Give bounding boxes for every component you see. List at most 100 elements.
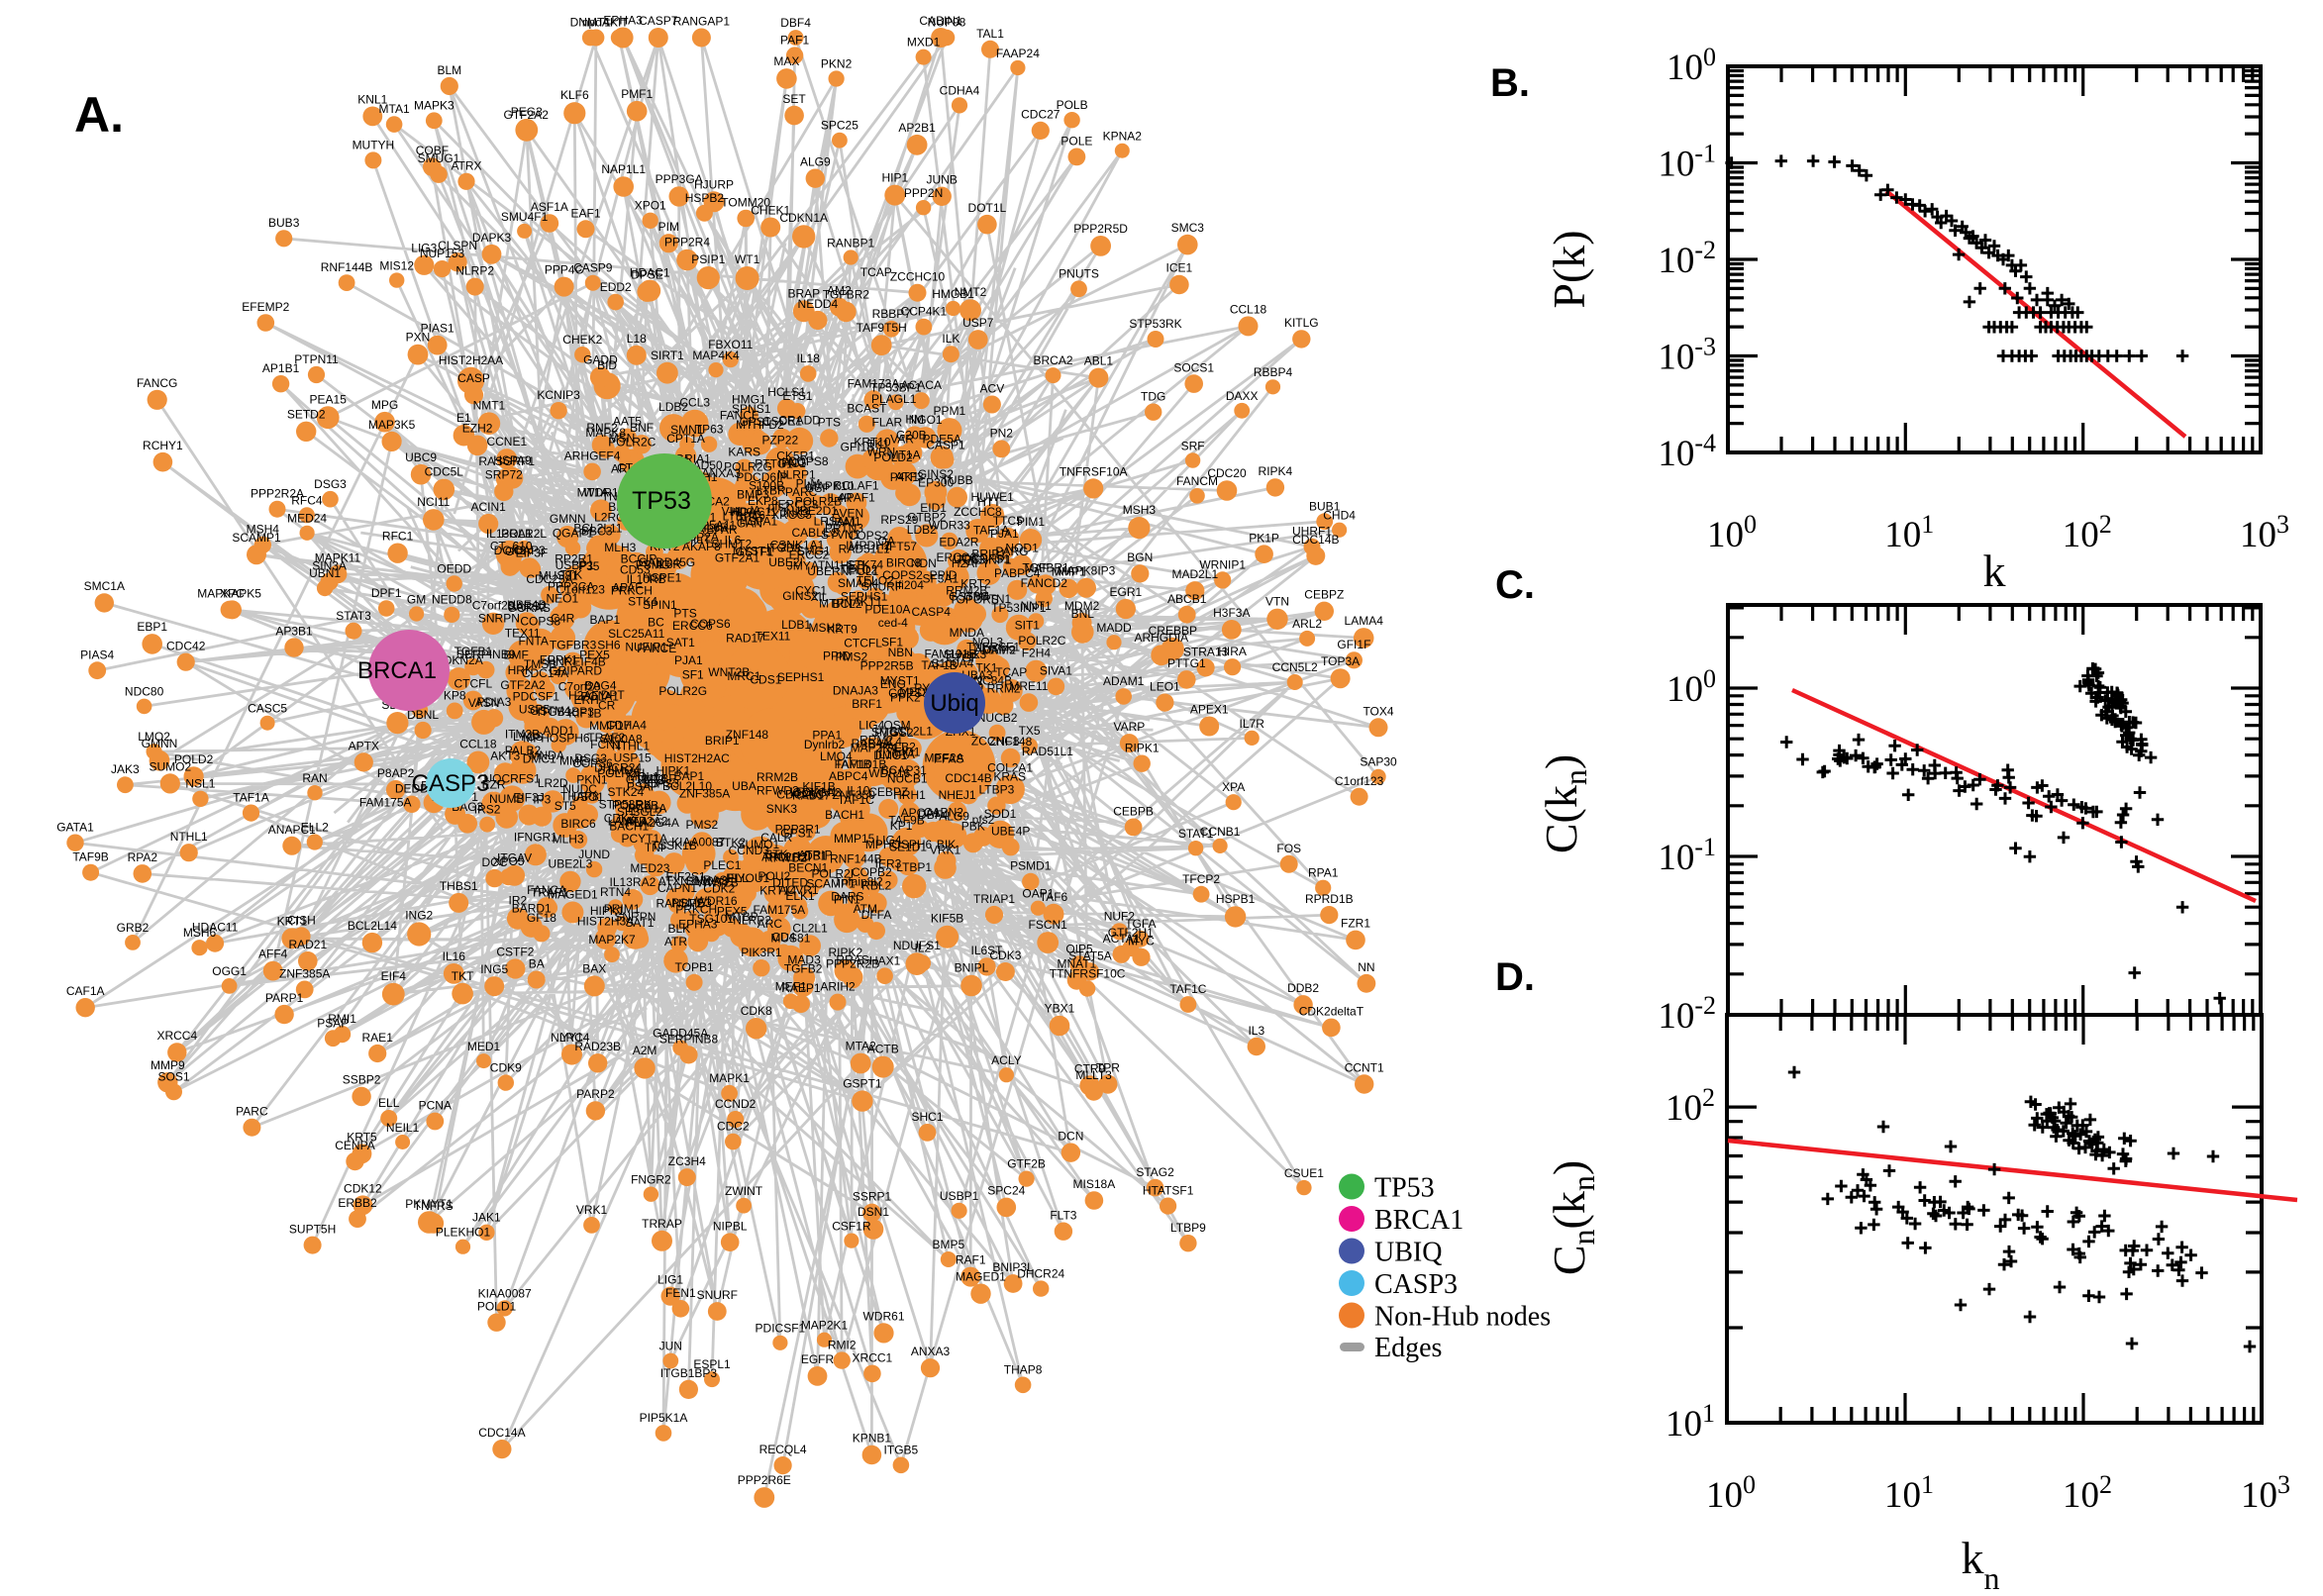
svg-text:TELO2: TELO2: [840, 563, 877, 577]
svg-text:GOLGA3: GOLGA3: [792, 785, 842, 799]
svg-text:ZCCHC8: ZCCHC8: [954, 505, 1002, 519]
svg-text:DSN1: DSN1: [858, 1205, 889, 1219]
svg-text:S100A4: S100A4: [931, 656, 973, 670]
svg-text:UQCRFS1: UQCRFS1: [484, 771, 542, 785]
svg-text:ARHGEF4: ARHGEF4: [564, 449, 621, 463]
svg-text:NN: NN: [1358, 960, 1374, 974]
svg-text:KIAA0087: KIAA0087: [478, 1286, 532, 1300]
svg-text:UQCRFS1: UQCRFS1: [954, 552, 1011, 566]
svg-text:GMNN: GMNN: [142, 737, 178, 750]
svg-text:NTHL1: NTHL1: [170, 830, 208, 844]
svg-text:GB6: GB6: [963, 590, 987, 604]
svg-text:HIST2H3A: HIST2H3A: [577, 914, 634, 928]
svg-text:SPNS1: SPNS1: [732, 402, 771, 416]
svg-text:KIT: KIT: [610, 16, 629, 30]
svg-text:ACTA1: ACTA1: [1103, 932, 1141, 946]
svg-text:NOD1: NOD1: [1005, 541, 1039, 554]
svg-text:KITLG: KITLG: [1284, 316, 1319, 330]
svg-text:PJA1: PJA1: [674, 653, 703, 667]
svg-text:STP53RK: STP53RK: [1129, 317, 1181, 331]
svg-text:SIRT1: SIRT1: [651, 349, 684, 362]
svg-text:RBBP7: RBBP7: [872, 307, 912, 321]
svg-text:MMP1: MMP1: [1052, 565, 1086, 579]
svg-text:ADD1: ADD1: [543, 724, 574, 738]
svg-text:CCL18: CCL18: [1230, 302, 1267, 316]
svg-text:IFT57: IFT57: [886, 540, 918, 553]
svg-text:CCNT1: CCNT1: [1345, 1060, 1384, 1074]
svg-text:D.: D.: [1495, 955, 1535, 999]
svg-text:BRCA2: BRCA2: [1033, 353, 1072, 367]
svg-text:BAX: BAX: [582, 961, 606, 975]
svg-text:PSMC: PSMC: [636, 557, 670, 571]
svg-text:C7orf20: C7orf20: [558, 679, 601, 693]
svg-text:EFEMP2: EFEMP2: [242, 300, 289, 314]
svg-text:PTS: PTS: [818, 415, 841, 429]
svg-text:CALR: CALR: [760, 831, 792, 845]
svg-text:PPP3GA: PPP3GA: [656, 172, 703, 186]
svg-text:COPS2: COPS2: [849, 529, 889, 543]
svg-text:TAF1A: TAF1A: [973, 524, 1009, 538]
svg-text:ACVR1: ACVR1: [779, 883, 819, 897]
svg-text:TMSB: TMSB: [524, 657, 556, 671]
svg-text:ILK: ILK: [942, 332, 960, 346]
svg-text:MPHOSPH6: MPHOSPH6: [865, 838, 933, 851]
svg-text:NLRP1: NLRP1: [777, 468, 816, 482]
svg-text:APAF1: APAF1: [839, 490, 875, 504]
svg-text:JMY: JMY: [787, 559, 811, 573]
svg-text:SHMT2: SHMT2: [711, 538, 752, 551]
svg-text:SARS2: SARS2: [508, 600, 548, 614]
svg-text:JAK3: JAK3: [111, 762, 140, 776]
svg-text:TOMM20: TOMM20: [721, 196, 770, 210]
svg-text:TAF1C: TAF1C: [1169, 982, 1206, 996]
svg-text:GTF2A2: GTF2A2: [504, 108, 550, 122]
svg-text:PPP2R2A: PPP2R2A: [251, 487, 304, 501]
svg-text:IL10RB: IL10RB: [627, 572, 666, 586]
svg-text:BNIPL: BNIPL: [955, 961, 989, 975]
svg-text:TAF9B: TAF9B: [72, 850, 108, 864]
svg-text:IL2: IL2: [914, 942, 931, 955]
svg-text:RAD51L1: RAD51L1: [1022, 745, 1073, 758]
svg-text:MMP15: MMP15: [834, 832, 875, 846]
svg-text:ACV: ACV: [980, 382, 1005, 396]
svg-text:GAN: GAN: [737, 516, 762, 530]
svg-text:XRCC1: XRCC1: [853, 1351, 893, 1365]
svg-text:BCL2L14: BCL2L14: [348, 919, 397, 933]
svg-text:CTCFL: CTCFL: [844, 637, 882, 650]
svg-text:BARD1: BARD1: [512, 902, 552, 916]
svg-text:GPS1: GPS1: [740, 415, 771, 429]
svg-text:RFWD2: RFWD2: [757, 783, 799, 797]
svg-text:CDC14A: CDC14A: [522, 666, 568, 680]
svg-text:MAPK3: MAPK3: [414, 98, 454, 112]
svg-text:CDK3: CDK3: [989, 948, 1021, 962]
svg-text:TNFRSF1: TNFRSF1: [966, 641, 1020, 654]
svg-text:AKT3: AKT3: [490, 748, 520, 762]
svg-text:ATN1HEB: ATN1HEB: [811, 558, 864, 572]
svg-text:USO1: USO1: [571, 790, 604, 804]
svg-text:LMO2: LMO2: [138, 730, 170, 744]
svg-text:ACTB: ACTB: [867, 1043, 899, 1056]
svg-text:RPA1: RPA1: [1308, 866, 1339, 880]
svg-text:DOT1L: DOT1L: [968, 201, 1007, 215]
svg-text:HM: HM: [905, 412, 924, 426]
svg-text:PPA1: PPA1: [812, 729, 842, 743]
svg-text:H3F3A: H3F3A: [1213, 606, 1250, 620]
svg-text:CD4: CD4: [771, 931, 795, 945]
svg-text:PNUTS: PNUTS: [1059, 266, 1099, 280]
svg-text:UBERNPUL1: UBERNPUL1: [807, 564, 878, 578]
svg-text:PDE5A: PDE5A: [923, 432, 961, 446]
svg-text:MNAT1: MNAT1: [1058, 956, 1097, 970]
svg-text:ITGB1BP3: ITGB1BP3: [660, 1366, 718, 1380]
svg-text:COPS3: COPS3: [888, 686, 929, 700]
svg-text:P(k): P(k): [1544, 230, 1594, 308]
svg-text:PLEC1: PLEC1: [703, 858, 741, 872]
svg-text:ARL2: ARL2: [1292, 617, 1322, 631]
svg-text:TTC5: TTC5: [993, 514, 1023, 528]
svg-text:USP5: USP5: [519, 702, 551, 716]
svg-text:PPP2N: PPP2N: [904, 186, 943, 200]
svg-text:CCP4K1: CCP4K1: [901, 305, 948, 319]
svg-text:SMG1: SMG1: [797, 545, 831, 558]
svg-text:OAP3: OAP3: [514, 544, 546, 557]
svg-text:PTGS2: PTGS2: [874, 726, 914, 740]
svg-text:RANBP2: RANBP2: [656, 897, 703, 911]
svg-text:CSNK1A1: CSNK1A1: [770, 539, 825, 552]
